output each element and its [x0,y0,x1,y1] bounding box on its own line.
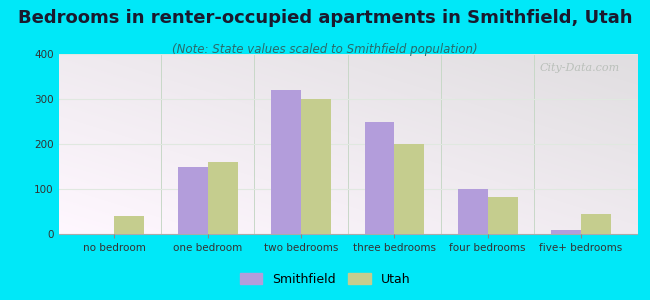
Legend: Smithfield, Utah: Smithfield, Utah [235,268,415,291]
Bar [458,189,488,234]
Bar [301,99,331,234]
Text: (Note: State values scaled to Smithfield population): (Note: State values scaled to Smithfield… [172,44,478,56]
Bar [581,214,611,234]
Bar [178,167,208,234]
Text: City-Data.com: City-Data.com [540,63,619,73]
Bar [271,90,301,234]
Text: Bedrooms in renter-occupied apartments in Smithfield, Utah: Bedrooms in renter-occupied apartments i… [18,9,632,27]
Bar [365,122,395,234]
Bar [488,197,517,234]
Bar [551,230,581,234]
Bar [208,162,238,234]
Bar [395,144,424,234]
Bar [114,216,144,234]
